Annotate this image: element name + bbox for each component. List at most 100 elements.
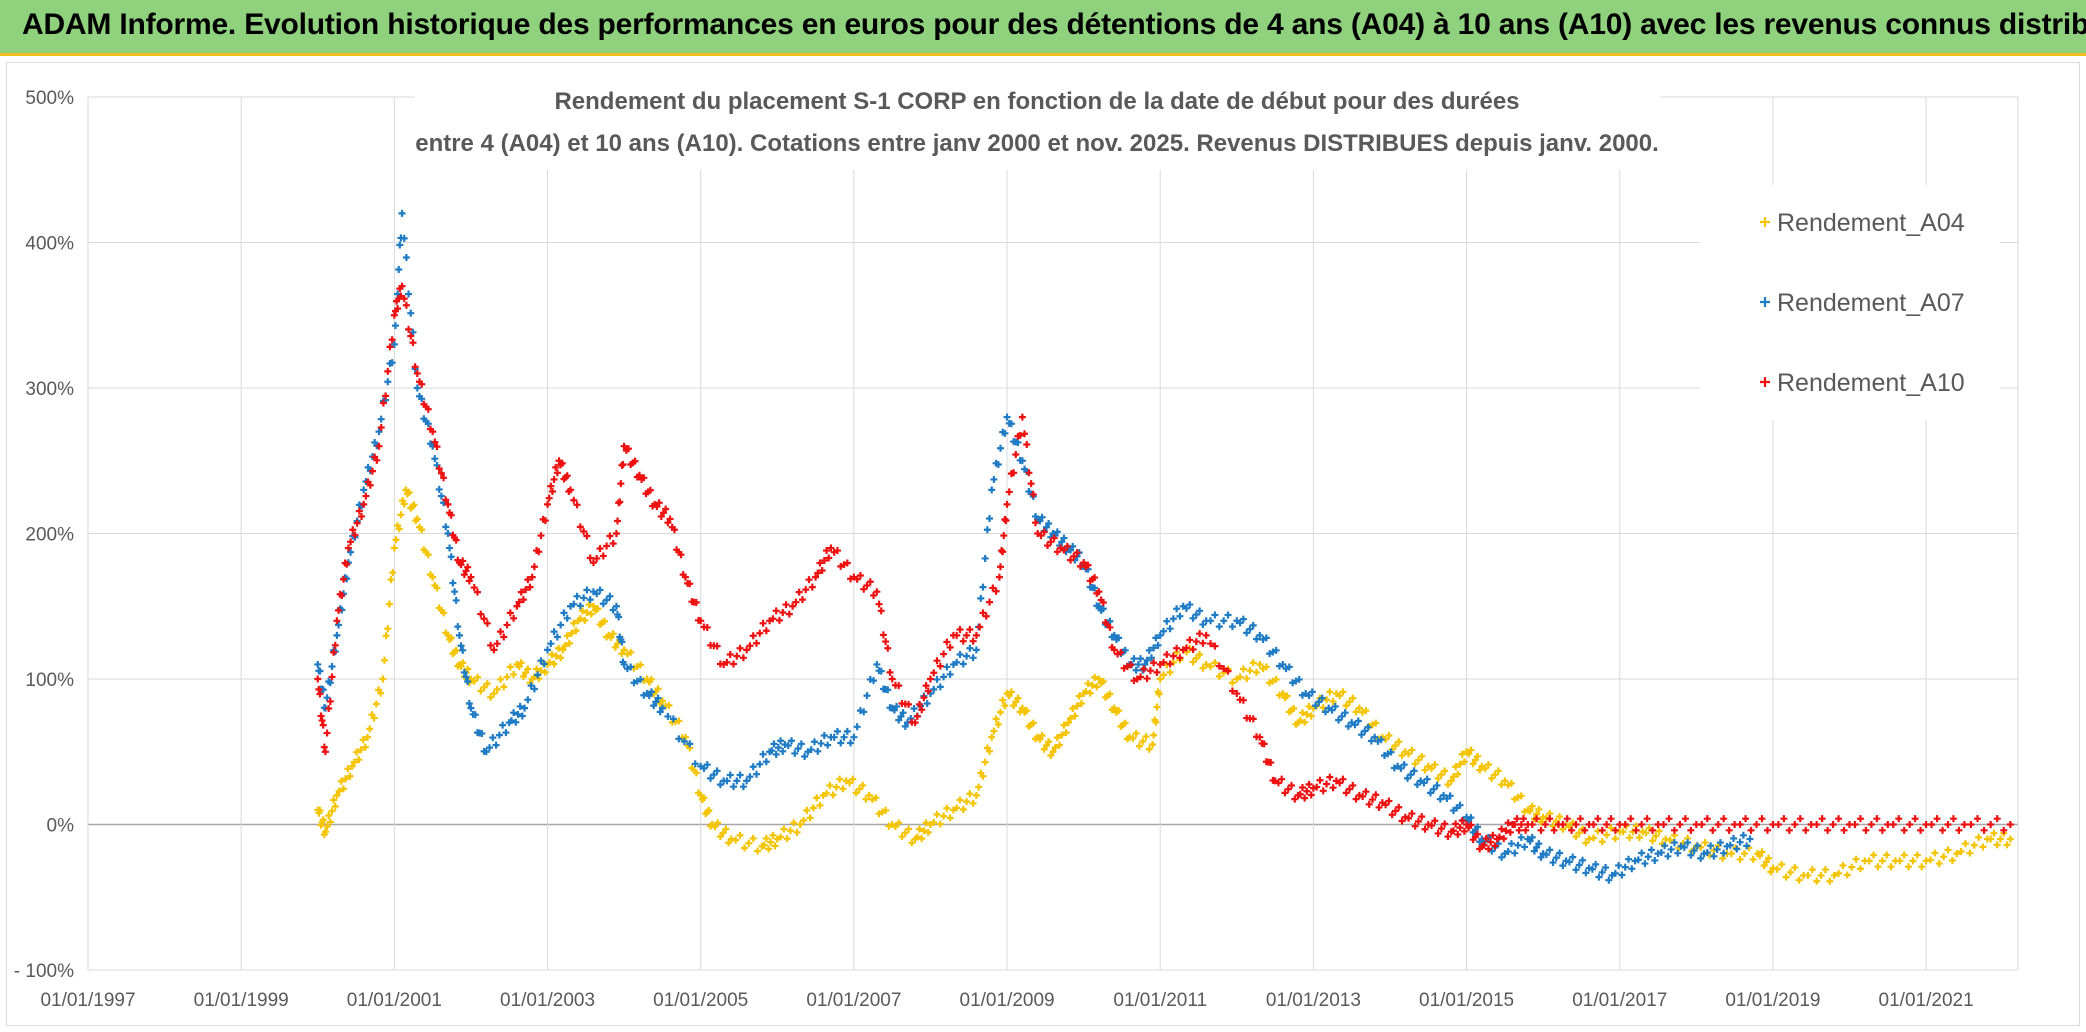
data-point-Rendement_A07 [573,592,581,600]
data-point-Rendement_A07 [726,771,734,779]
data-point-Rendement_A04 [337,777,345,785]
data-point-Rendement_A04 [316,806,324,814]
data-point-Rendement_A07 [1321,708,1329,716]
data-point-Rendement_A04 [1256,660,1264,668]
data-point-Rendement_A04 [1556,813,1564,821]
data-point-Rendement_A07 [1611,869,1619,877]
data-point-Rendement_A04 [1152,718,1160,726]
data-point-Rendement_A10 [344,544,352,552]
data-point-Rendement_A10 [583,532,591,540]
data-point-Rendement_A10 [1391,807,1399,815]
data-point-Rendement_A10 [459,557,467,565]
data-point-Rendement_A10 [483,619,491,627]
data-point-Rendement_A10 [1382,801,1390,809]
data-point-Rendement_A07 [824,741,832,749]
data-point-Rendement_A10 [1829,821,1837,828]
data-point-Rendement_A07 [1003,413,1011,421]
data-point-Rendement_A10 [969,637,977,645]
data-point-Rendement_A04 [826,781,834,789]
data-point-Rendement_A04 [381,656,389,664]
data-point-Rendement_A04 [452,646,460,654]
data-point-Rendement_A07 [1657,849,1665,857]
data-point-Rendement_A10 [1336,779,1344,787]
data-point-Rendement_A07 [402,253,410,261]
data-point-Rendement_A07 [1018,457,1026,465]
data-point-Rendement_A04 [1575,829,1583,837]
data-point-Rendement_A04 [366,725,374,733]
data-point-Rendement_A10 [823,547,831,555]
data-point-Rendement_A10 [1458,817,1466,825]
data-point-Rendement_A07 [1147,654,1155,662]
data-point-Rendement_A04 [565,639,573,647]
data-point-Rendement_A10 [1495,833,1503,841]
data-point-Rendement_A10 [860,585,868,593]
data-point-Rendement_A10 [664,519,672,527]
data-point-Rendement_A04 [1329,697,1337,705]
data-point-Rendement_A07 [946,670,954,678]
data-point-Rendement_A10 [1005,488,1013,496]
data-point-Rendement_A10 [697,617,705,625]
data-point-Rendement_A04 [946,814,954,822]
data-point-Rendement_A04 [1082,687,1090,695]
data-point-Rendement_A04 [1064,719,1072,727]
data-point-Rendement_A10 [723,658,731,666]
data-point-Rendement_A10 [1500,835,1508,843]
data-point-Rendement_A10 [1747,826,1755,834]
data-point-Rendement_A10 [1681,815,1689,823]
data-point-Rendement_A04 [546,658,554,666]
data-point-Rendement_A07 [1007,420,1015,428]
data-point-Rendement_A04 [1129,734,1137,742]
data-point-Rendement_A07 [749,763,757,771]
data-point-Rendement_A10 [617,480,625,488]
y-tick-label: 500% [25,88,74,109]
data-point-Rendement_A07 [467,704,475,712]
data-point-Rendement_A04 [1765,854,1773,862]
data-point-Rendement_A10 [884,644,892,652]
data-point-Rendement_A07 [1338,712,1346,720]
x-tick-label: 01/01/2017 [1572,990,1667,1011]
data-point-Rendement_A07 [936,683,944,691]
data-point-Rendement_A04 [1084,680,1092,688]
data-point-Rendement_A07 [686,740,694,748]
data-point-Rendement_A07 [1556,849,1564,857]
data-point-Rendement_A10 [1835,815,1843,823]
data-point-Rendement_A04 [325,812,333,820]
data-point-Rendement_A10 [933,657,941,665]
data-point-Rendement_A04 [1005,692,1013,700]
data-point-Rendement_A10 [726,650,734,658]
data-point-Rendement_A07 [499,721,507,729]
data-point-Rendement_A04 [1279,690,1287,698]
data-point-Rendement_A10 [1900,826,1908,834]
data-point-Rendement_A10 [769,615,777,623]
data-point-Rendement_A10 [550,475,558,483]
data-point-Rendement_A10 [1025,469,1033,477]
data-point-Rendement_A10 [1528,821,1536,828]
data-point-Rendement_A04 [981,758,989,766]
data-point-Rendement_A10 [319,721,327,729]
data-point-Rendement_A10 [662,505,670,513]
data-point-Rendement_A10 [547,482,555,490]
data-point-Rendement_A07 [442,523,450,531]
data-point-Rendement_A10 [1053,548,1061,556]
data-point-Rendement_A04 [823,789,831,797]
data-point-Rendement_A07 [1060,534,1068,542]
data-point-Rendement_A07 [873,660,881,668]
data-point-Rendement_A10 [1939,826,1947,834]
x-tick-label: 01/01/2015 [1419,990,1514,1011]
data-point-Rendement_A04 [1411,760,1419,768]
data-point-Rendement_A10 [1359,792,1367,800]
data-point-Rendement_A10 [1408,809,1416,817]
data-point-Rendement_A07 [1154,641,1162,649]
data-point-Rendement_A10 [789,602,797,610]
data-point-Rendement_A10 [1917,826,1925,834]
data-point-Rendement_A07 [1400,761,1408,769]
data-point-Rendement_A10 [316,690,324,698]
data-point-Rendement_A10 [349,526,357,534]
data-point-Rendement_A04 [959,806,967,814]
data-point-Rendement_A04 [1791,864,1799,872]
data-point-Rendement_A10 [500,633,508,641]
data-point-Rendement_A10 [541,517,549,525]
data-point-Rendement_A04 [966,790,974,798]
data-point-Rendement_A04 [882,806,890,814]
data-point-Rendement_A07 [596,586,604,594]
